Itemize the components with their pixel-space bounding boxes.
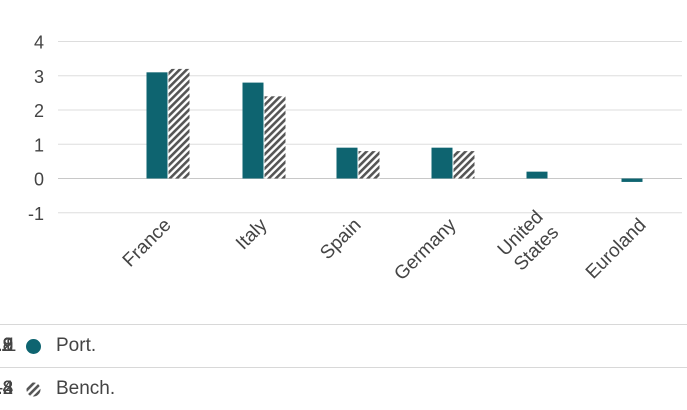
bar-benchmark [453,151,475,179]
table-cell: 0.8 [0,378,14,399]
bar-portfolio [242,82,264,179]
table-cell: 3.1 [0,335,14,356]
y-tick-label: 3 [34,67,44,87]
table-cell: - [0,378,40,400]
x-tick-label: Germany [390,214,460,284]
bar-chart: -1 0 1 2 3 4 France Italy Spain Germany UnitedSta… [28,33,682,285]
x-axis-labels: France Italy Spain Germany UnitedStates Eurol… [119,207,651,285]
table-cell: - [0,378,40,400]
bar-benchmark [358,151,380,179]
bar-portfolio [621,178,643,182]
y-tick-label: 2 [34,101,44,121]
bar-benchmark [168,68,190,179]
table-cell: 3.2 [0,378,14,399]
bar-portfolio [526,171,548,179]
data-table: Port. 3.1 2.8 0.9 0.9 0.2 -0.1 Bench. 3.… [0,324,687,410]
x-tick-label: UnitedStates [494,207,563,276]
table-row-benchmark: Bench. 3.2 2.4 0.8 0.8 - - [0,367,687,410]
bar-portfolio [146,72,168,179]
series-label: Bench. [56,378,116,399]
x-tick-label: France [119,215,176,272]
table-cell: 0.9 [0,335,14,356]
table-cell: 0.2 [0,335,14,356]
y-tick-label: 0 [34,170,44,190]
y-tick-label: 1 [34,135,44,155]
table-cell: 0.9 [0,335,14,356]
y-tick-label: -1 [28,204,44,224]
table-cell: 2.4 [0,378,14,399]
table-cell: 0.8 [0,378,14,399]
y-tick-label: 4 [34,33,44,53]
y-axis-ticks: -1 0 1 2 3 4 [28,33,44,224]
bar-portfolio [336,147,358,179]
x-tick-label: Spain [316,215,365,264]
table-cell: 2.8 [0,335,14,356]
series-label: Port. [56,335,97,356]
bar-portfolio [431,147,453,179]
solid-dot-icon [26,339,41,354]
table-cell: -0.1 [0,335,17,356]
bar-benchmark [264,96,286,179]
x-tick-label: Euroland [582,215,651,284]
x-tick-label: Italy [232,214,272,254]
bars [146,68,643,182]
table-row-portfolio: Port. 3.1 2.8 0.9 0.9 0.2 -0.1 [0,324,687,367]
hatched-dot-icon [26,382,41,397]
